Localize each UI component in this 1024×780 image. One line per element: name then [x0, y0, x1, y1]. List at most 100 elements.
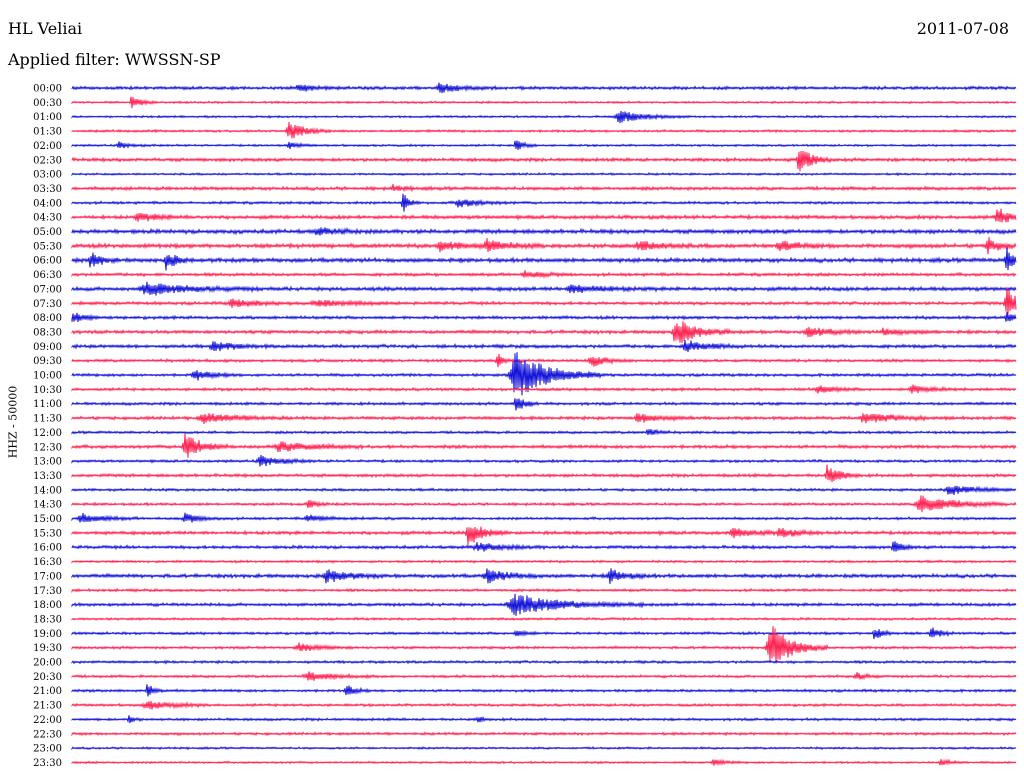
time-label: 19:00 — [33, 629, 62, 640]
time-label: 09:30 — [33, 356, 62, 367]
trace-line — [71, 354, 1017, 368]
trace-line — [71, 627, 1017, 639]
trace-line — [71, 140, 1017, 151]
time-label: 23:30 — [33, 758, 62, 769]
time-label: 18:30 — [33, 614, 62, 625]
trace-line — [71, 745, 1017, 751]
station-title: HL Veliai — [8, 19, 83, 38]
time-label: 23:00 — [33, 744, 62, 755]
trace-line — [71, 700, 1017, 710]
time-label: 21:00 — [33, 686, 62, 697]
trace-line — [71, 512, 1017, 523]
time-label: 04:30 — [33, 213, 62, 224]
trace-line — [71, 464, 1017, 483]
time-label: 19:30 — [33, 643, 62, 654]
trace-line — [71, 587, 1017, 594]
trace-line — [71, 568, 1017, 584]
time-label: 12:00 — [33, 428, 62, 439]
time-label: 22:00 — [33, 715, 62, 726]
trace-line — [71, 526, 1017, 546]
time-label: 09:00 — [33, 342, 62, 353]
time-label: 21:30 — [33, 701, 62, 712]
trace-line — [71, 626, 1017, 664]
time-label: 11:00 — [33, 399, 62, 410]
time-label: 16:30 — [33, 557, 62, 568]
trace-line — [71, 184, 1017, 193]
trace-line — [71, 433, 1017, 458]
time-label: 17:00 — [33, 571, 62, 582]
trace-line — [71, 659, 1017, 665]
time-label: 20:30 — [33, 672, 62, 683]
trace-line — [71, 413, 1017, 424]
trace-line — [71, 321, 1017, 344]
time-label: 06:30 — [33, 270, 62, 281]
trace-line — [71, 226, 1017, 236]
time-label: 01:30 — [33, 127, 62, 138]
time-label: 16:00 — [33, 543, 62, 554]
time-label: 00:00 — [33, 84, 62, 95]
trace-line — [71, 715, 1017, 724]
trace-line — [71, 541, 1017, 552]
trace-line — [71, 671, 1017, 681]
time-label: 02:30 — [33, 155, 62, 166]
time-label: 14:00 — [33, 485, 62, 496]
time-label: 02:00 — [33, 141, 62, 152]
time-label: 07:30 — [33, 299, 62, 310]
trace-line — [71, 172, 1017, 177]
trace-line — [71, 340, 1017, 352]
time-label: 12:30 — [33, 442, 62, 453]
time-label: 04:00 — [33, 198, 62, 209]
trace-line — [71, 485, 1017, 496]
trace-line — [71, 428, 1017, 436]
time-label: 05:00 — [33, 227, 62, 238]
time-label: 05:30 — [33, 241, 62, 252]
trace-line — [71, 495, 1017, 513]
trace-line — [71, 398, 1017, 411]
trace-line — [71, 237, 1017, 255]
time-label: 00:30 — [33, 98, 62, 109]
time-label: 18:00 — [33, 600, 62, 611]
trace-line — [71, 150, 1017, 172]
trace-line — [71, 96, 1017, 109]
time-label: 08:00 — [33, 313, 62, 324]
trace-line — [71, 82, 1017, 94]
trace-line — [71, 593, 1017, 616]
time-label: 10:00 — [33, 371, 62, 382]
filter-label: Applied filter: WWSSN-SP — [8, 50, 221, 69]
trace-line — [71, 281, 1017, 296]
trace-line — [71, 352, 1017, 396]
trace-line — [71, 616, 1017, 622]
time-label: 13:00 — [33, 457, 62, 468]
time-label: 08:30 — [33, 327, 62, 338]
trace-line — [71, 208, 1017, 223]
trace-line — [71, 121, 1017, 139]
time-label: 03:30 — [33, 184, 62, 195]
trace-line — [71, 311, 1017, 322]
time-label: 07:00 — [33, 284, 62, 295]
trace-line — [71, 384, 1017, 394]
time-label: 06:00 — [33, 256, 62, 267]
time-label: 03:00 — [33, 170, 62, 181]
trace-line — [71, 110, 1017, 124]
trace-line — [71, 684, 1017, 697]
time-label: 14:30 — [33, 500, 62, 511]
trace-line — [71, 559, 1017, 564]
trace-line — [71, 247, 1017, 271]
time-label: 15:30 — [33, 528, 62, 539]
time-label: 11:30 — [33, 414, 62, 425]
time-label: 15:00 — [33, 514, 62, 525]
time-label: 17:30 — [33, 586, 62, 597]
time-label: 13:30 — [33, 471, 62, 482]
time-label: 01:00 — [33, 112, 62, 123]
trace-line — [71, 758, 1017, 767]
time-label: 22:30 — [33, 729, 62, 740]
trace-line — [71, 287, 1017, 315]
trace-line — [71, 193, 1017, 212]
date-label: 2011-07-08 — [916, 19, 1009, 38]
trace-line — [71, 454, 1017, 467]
time-label: 20:00 — [33, 658, 62, 669]
trace-line — [71, 731, 1017, 737]
time-label: 10:30 — [33, 385, 62, 396]
trace-line — [71, 270, 1017, 279]
